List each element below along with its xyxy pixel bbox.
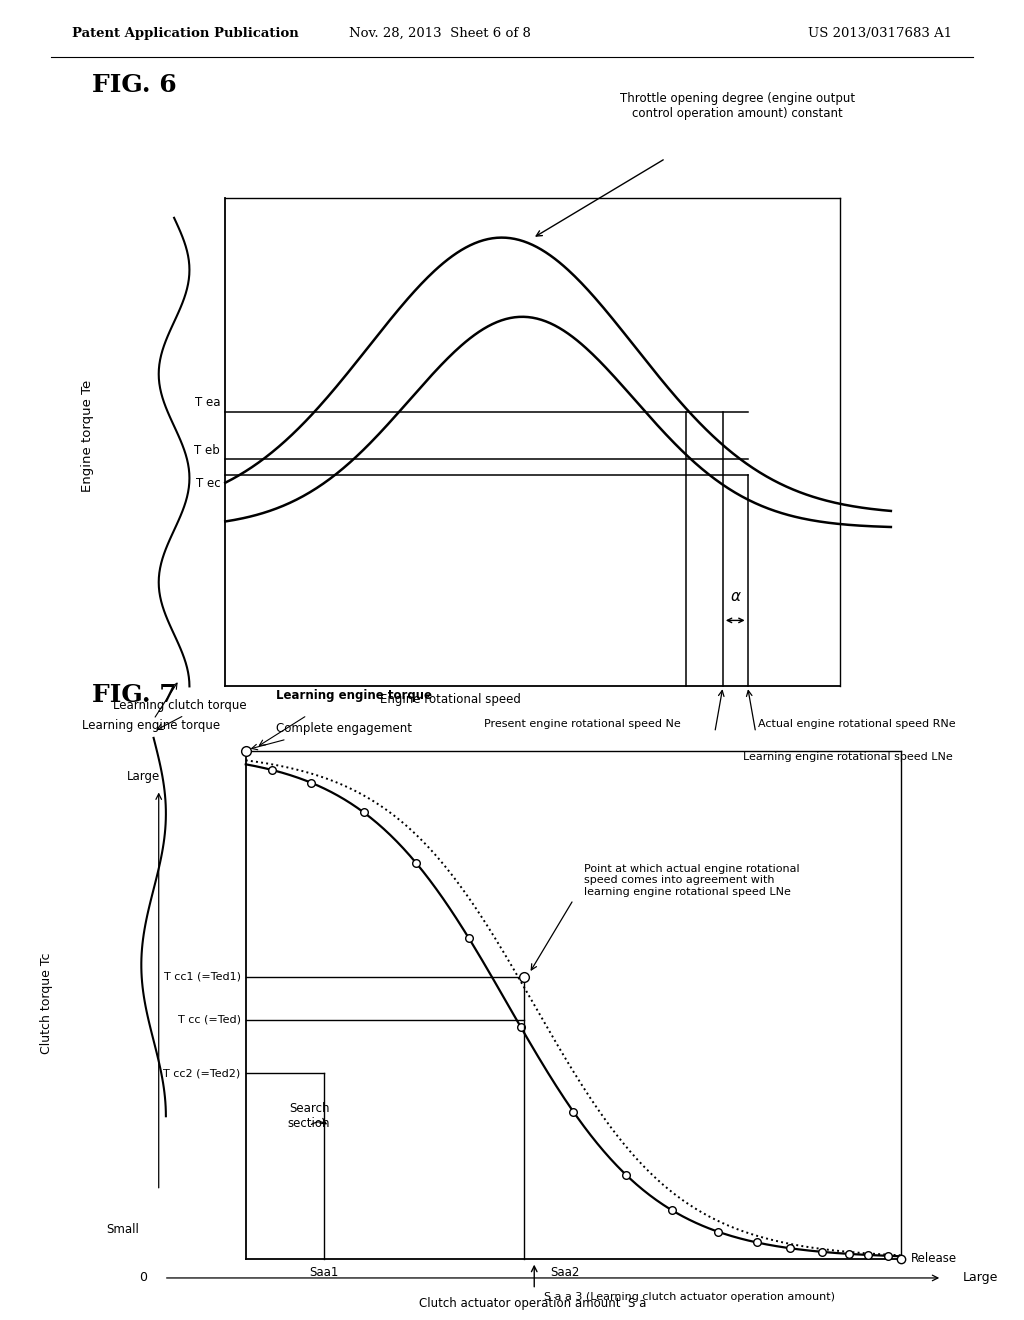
Text: FIG. 7: FIG. 7 [92,682,177,708]
Text: Release: Release [911,1253,957,1265]
Text: Patent Application Publication: Patent Application Publication [72,26,298,40]
Text: Large: Large [963,1271,998,1284]
Text: Learning clutch torque: Learning clutch torque [113,700,246,711]
Text: Small: Small [106,1222,139,1236]
Text: Present engine rotational speed Ne: Present engine rotational speed Ne [484,719,681,730]
Text: Engine torque Te: Engine torque Te [81,379,93,492]
Text: T ea: T ea [195,396,220,409]
Text: Engine rotational speed: Engine rotational speed [380,693,521,706]
Text: Actual engine rotational speed RNe: Actual engine rotational speed RNe [758,719,955,730]
Text: α: α [730,589,740,605]
Text: Saa1: Saa1 [309,1266,339,1279]
Text: Search
section: Search section [288,1102,331,1130]
Text: Learning engine torque: Learning engine torque [276,689,432,702]
Text: Throttle opening degree (engine output
control operation amount) constant: Throttle opening degree (engine output c… [620,92,855,120]
Text: Large: Large [127,770,160,783]
Text: T cc1 (=Ted1): T cc1 (=Ted1) [164,972,241,982]
Text: T eb: T eb [195,444,220,457]
Text: 0: 0 [139,1271,147,1284]
Text: Complete engagement: Complete engagement [276,722,413,735]
Text: S a a 3 (Learning clutch actuator operation amount): S a a 3 (Learning clutch actuator operat… [545,1292,836,1303]
Text: Learning engine rotational speed LNe: Learning engine rotational speed LNe [743,752,953,763]
Text: Clutch actuator operation amount  S a: Clutch actuator operation amount S a [419,1298,646,1311]
Text: T cc (=Ted): T cc (=Ted) [177,1015,241,1024]
Text: US 2013/0317683 A1: US 2013/0317683 A1 [808,26,952,40]
Text: FIG. 6: FIG. 6 [92,73,177,96]
Text: T cc2 (=Ted2): T cc2 (=Ted2) [164,1068,241,1078]
Text: Saa2: Saa2 [550,1266,580,1279]
Text: Nov. 28, 2013  Sheet 6 of 8: Nov. 28, 2013 Sheet 6 of 8 [349,26,531,40]
Text: Clutch torque Tc: Clutch torque Tc [40,952,52,1053]
Text: Point at which actual engine rotational
speed comes into agreement with
learning: Point at which actual engine rotational … [584,863,800,896]
Text: T ec: T ec [196,477,220,490]
Text: Learning engine torque: Learning engine torque [82,719,220,733]
